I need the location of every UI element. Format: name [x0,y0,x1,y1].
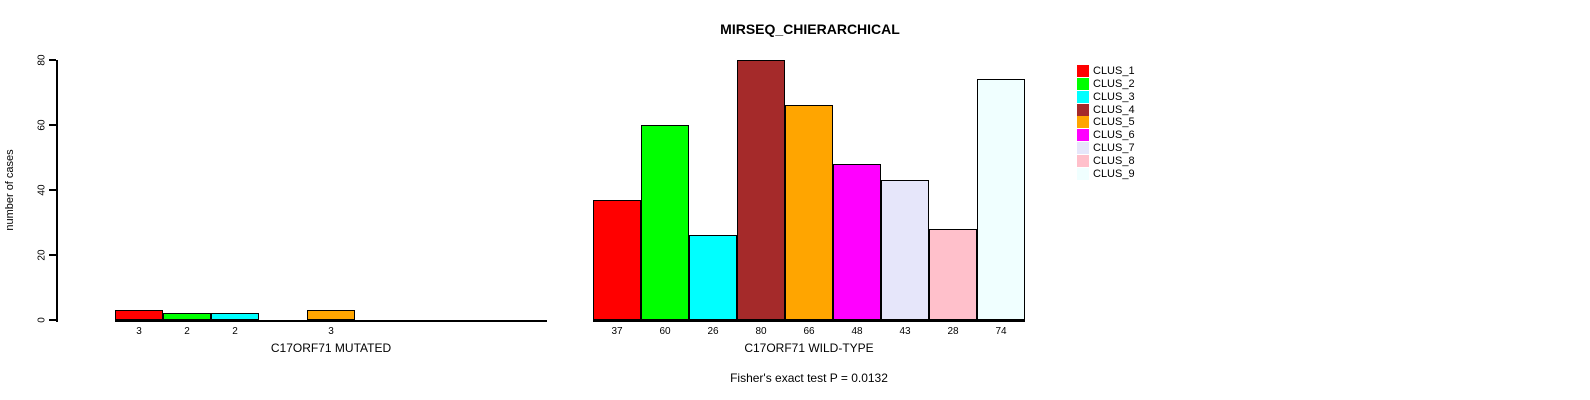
legend-item-CLUS_1: CLUS_1 [1077,65,1135,77]
legend-item-CLUS_8: CLUS_8 [1077,154,1135,167]
y-tick-80 [49,59,56,61]
bar-1-CLUS_8 [929,229,977,320]
legend-swatch-CLUS_7 [1077,142,1089,155]
legend-item-CLUS_9: CLUS_9 [1077,167,1135,180]
bar-1-CLUS_6 [833,164,881,320]
bar-value-label-0-CLUS_2: 2 [184,326,190,337]
bar-0-CLUS_1 [115,310,163,320]
bar-value-label-1-CLUS_3: 26 [707,326,719,337]
y-tick-40 [49,189,56,191]
x-axis-group-1 [593,320,1025,322]
bar-value-label-1-CLUS_8: 28 [947,326,959,337]
bar-1-CLUS_7 [881,180,929,320]
bar-value-label-1-CLUS_6: 48 [851,326,863,337]
y-tick-0 [49,319,56,321]
bar-1-CLUS_1 [593,200,641,320]
bar-0-CLUS_2 [163,313,211,320]
bar-1-CLUS_2 [641,125,689,320]
fisher-test-annotation: Fisher's exact test P = 0.0132 [730,371,888,385]
bar-value-label-1-CLUS_7: 43 [899,326,911,337]
legend-swatch-CLUS_8 [1077,154,1089,167]
y-tick-label-60: 60 [36,119,48,131]
legend-swatch-CLUS_6 [1077,129,1089,142]
legend-swatch-CLUS_4 [1077,103,1089,116]
bar-value-label-1-CLUS_1: 37 [611,326,623,337]
legend-label-CLUS_6: CLUS_6 [1093,129,1135,142]
legend-label-CLUS_8: CLUS_8 [1093,154,1135,167]
y-tick-label-80: 80 [36,54,48,66]
legend-swatch-CLUS_5 [1077,116,1089,129]
bar-value-label-0-CLUS_1: 3 [136,326,142,337]
bar-1-CLUS_9 [977,79,1025,320]
bar-0-CLUS_3 [211,313,259,320]
legend-label-CLUS_5: CLUS_5 [1093,116,1135,129]
group-label-1: C17ORF71 WILD-TYPE [744,341,874,355]
legend-item-CLUS_3: CLUS_3 [1077,90,1135,103]
legend-item-CLUS_7: CLUS_7 [1077,142,1135,155]
bar-value-label-1-CLUS_9: 74 [995,326,1007,337]
legend-label-CLUS_3: CLUS_3 [1093,90,1135,103]
bar-1-CLUS_5 [785,105,833,320]
y-tick-label-20: 20 [36,249,48,261]
legend: CLUS_1 CLUS_2 CLUS_3 CLUS_4 CLUS_5 CLUS_6 CLUS… [1077,65,1147,190]
legend-item-CLUS_4: CLUS_4 [1077,103,1135,116]
bar-value-label-0-CLUS_5: 3 [328,326,334,337]
legend-swatch-CLUS_9 [1077,167,1089,180]
legend-swatch-CLUS_3 [1077,90,1089,103]
legend-item-CLUS_5: CLUS_5 [1077,116,1135,129]
bar-1-CLUS_4 [737,60,785,320]
legend-label-CLUS_1: CLUS_1 [1093,65,1135,77]
legend-label-CLUS_9: CLUS_9 [1093,167,1135,180]
legend-label-CLUS_7: CLUS_7 [1093,142,1135,155]
y-axis-line [56,60,58,322]
y-axis-label: number of cases [4,149,16,231]
legend-item-CLUS_2: CLUS_2 [1077,77,1135,90]
y-tick-20 [49,254,56,256]
x-axis-group-0 [115,320,547,322]
legend-label-CLUS_4: CLUS_4 [1093,103,1135,116]
group-label-0: C17ORF71 MUTATED [270,341,392,355]
y-tick-label-40: 40 [36,184,48,196]
bar-value-label-1-CLUS_4: 80 [755,326,767,337]
legend-swatch-CLUS_1 [1077,65,1089,77]
legend-item-CLUS_6: CLUS_6 [1077,129,1135,142]
legend-swatch-CLUS_2 [1077,77,1089,90]
legend-label-CLUS_2: CLUS_2 [1093,77,1135,90]
bar-value-label-1-CLUS_2: 60 [659,326,671,337]
chart-title: MIRSEQ_CHIERARCHICAL [720,21,900,37]
bar-value-label-1-CLUS_5: 66 [803,326,815,337]
y-tick-label-0: 0 [36,317,48,323]
bar-0-CLUS_5 [307,310,355,320]
y-tick-60 [49,124,56,126]
bar-1-CLUS_3 [689,235,737,320]
bar-value-label-0-CLUS_3: 2 [232,326,238,337]
